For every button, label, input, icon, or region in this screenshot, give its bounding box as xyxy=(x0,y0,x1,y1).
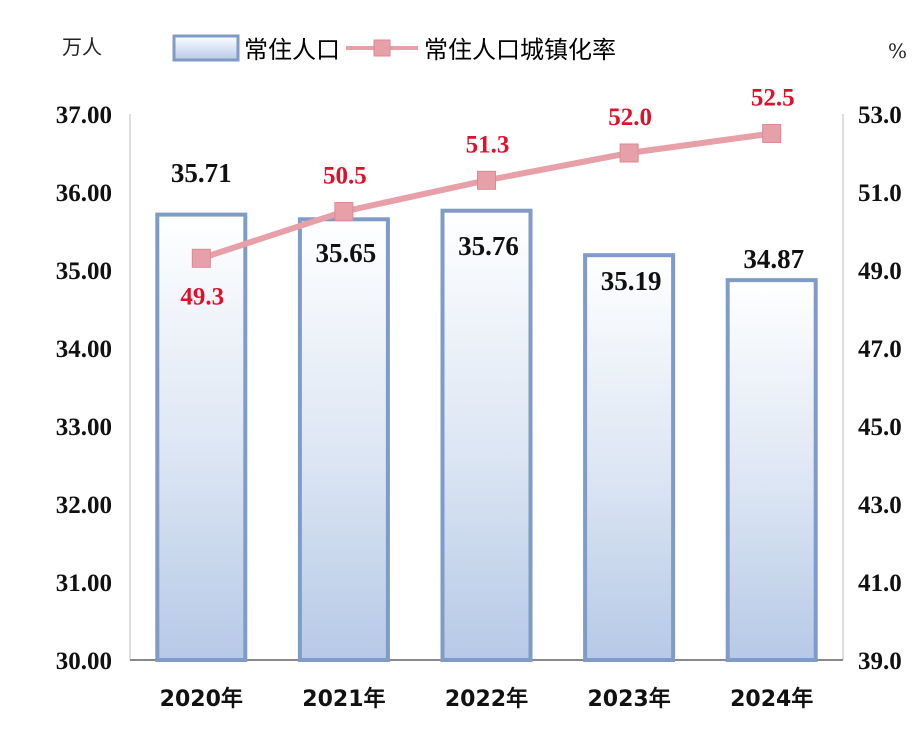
bar-data-label: 35.71 xyxy=(171,158,232,188)
bar xyxy=(725,278,818,662)
legend-bar-swatch xyxy=(172,34,240,62)
x-tick-label: 2024年 xyxy=(730,686,813,712)
y-tick-label: 34.00 xyxy=(56,336,112,363)
y2-axis-unit: % xyxy=(888,39,907,63)
line-marker xyxy=(334,202,354,221)
line-marker xyxy=(762,124,782,143)
y2-tick-label: 53.0 xyxy=(858,102,902,129)
bar xyxy=(440,208,533,662)
y-tick-label: 32.00 xyxy=(56,492,112,519)
bar-data-label: 34.87 xyxy=(743,244,804,274)
bar xyxy=(297,217,390,663)
y-tick-label: 33.00 xyxy=(56,414,112,441)
line-data-label: 51.3 xyxy=(466,131,510,158)
y-tick-label: 36.00 xyxy=(56,180,112,207)
line-marker xyxy=(477,170,496,190)
line-data-label: 52.5 xyxy=(751,85,795,112)
x-axis-ticks: 2020年 2021年 2022年 2023年 2024年 xyxy=(160,686,814,712)
line-marker xyxy=(619,143,639,163)
y2-tick-label: 43.0 xyxy=(858,492,902,519)
x-tick-label: 2022年 xyxy=(445,686,528,712)
bar-data-label: 35.65 xyxy=(316,238,377,268)
y2-axis-ticks: 39.0 41.0 43.0 45.0 47.0 49.0 51.0 53.0 xyxy=(858,102,902,675)
y2-tick-label: 51.0 xyxy=(858,180,902,207)
y-tick-label: 37.00 xyxy=(56,102,112,129)
x-tick-label: 2020年 xyxy=(160,686,243,712)
bar xyxy=(583,253,676,662)
y2-tick-label: 39.0 xyxy=(858,648,902,675)
bar-series: 35.71 35.65 35.76 35.19 34.87 xyxy=(155,158,818,663)
line-data-label: 52.0 xyxy=(608,104,652,131)
legend-line-marker xyxy=(373,39,391,57)
legend-line-label: 常住人口城镇化率 xyxy=(424,36,616,64)
y-tick-label: 35.00 xyxy=(56,258,112,285)
x-tick-label: 2023年 xyxy=(587,686,670,712)
line-marker xyxy=(191,248,211,268)
x-tick-label: 2021年 xyxy=(302,686,385,712)
y-axis-ticks: 30.00 31.00 32.00 33.00 34.00 35.00 36.00 37.00 xyxy=(56,102,112,675)
line-data-label: 50.5 xyxy=(323,163,367,190)
legend: 常住人口 常住人口城镇化率 xyxy=(172,34,616,64)
line-data-label: 49.3 xyxy=(180,283,224,310)
y-tick-label: 31.00 xyxy=(56,570,112,597)
line-series: 49.3 50.5 51.3 52.0 52.5 xyxy=(180,85,794,311)
y2-tick-label: 41.0 xyxy=(858,570,902,597)
bar xyxy=(155,212,248,662)
y-axis-unit: 万人 xyxy=(62,35,102,59)
bar-data-label: 35.19 xyxy=(601,266,662,296)
y-tick-label: 30.00 xyxy=(56,648,112,675)
bar-data-label: 35.76 xyxy=(458,231,519,261)
y2-tick-label: 47.0 xyxy=(858,336,902,363)
y2-tick-label: 45.0 xyxy=(858,414,902,441)
y2-tick-label: 49.0 xyxy=(858,258,902,285)
legend-bar-label: 常住人口 xyxy=(244,36,340,64)
